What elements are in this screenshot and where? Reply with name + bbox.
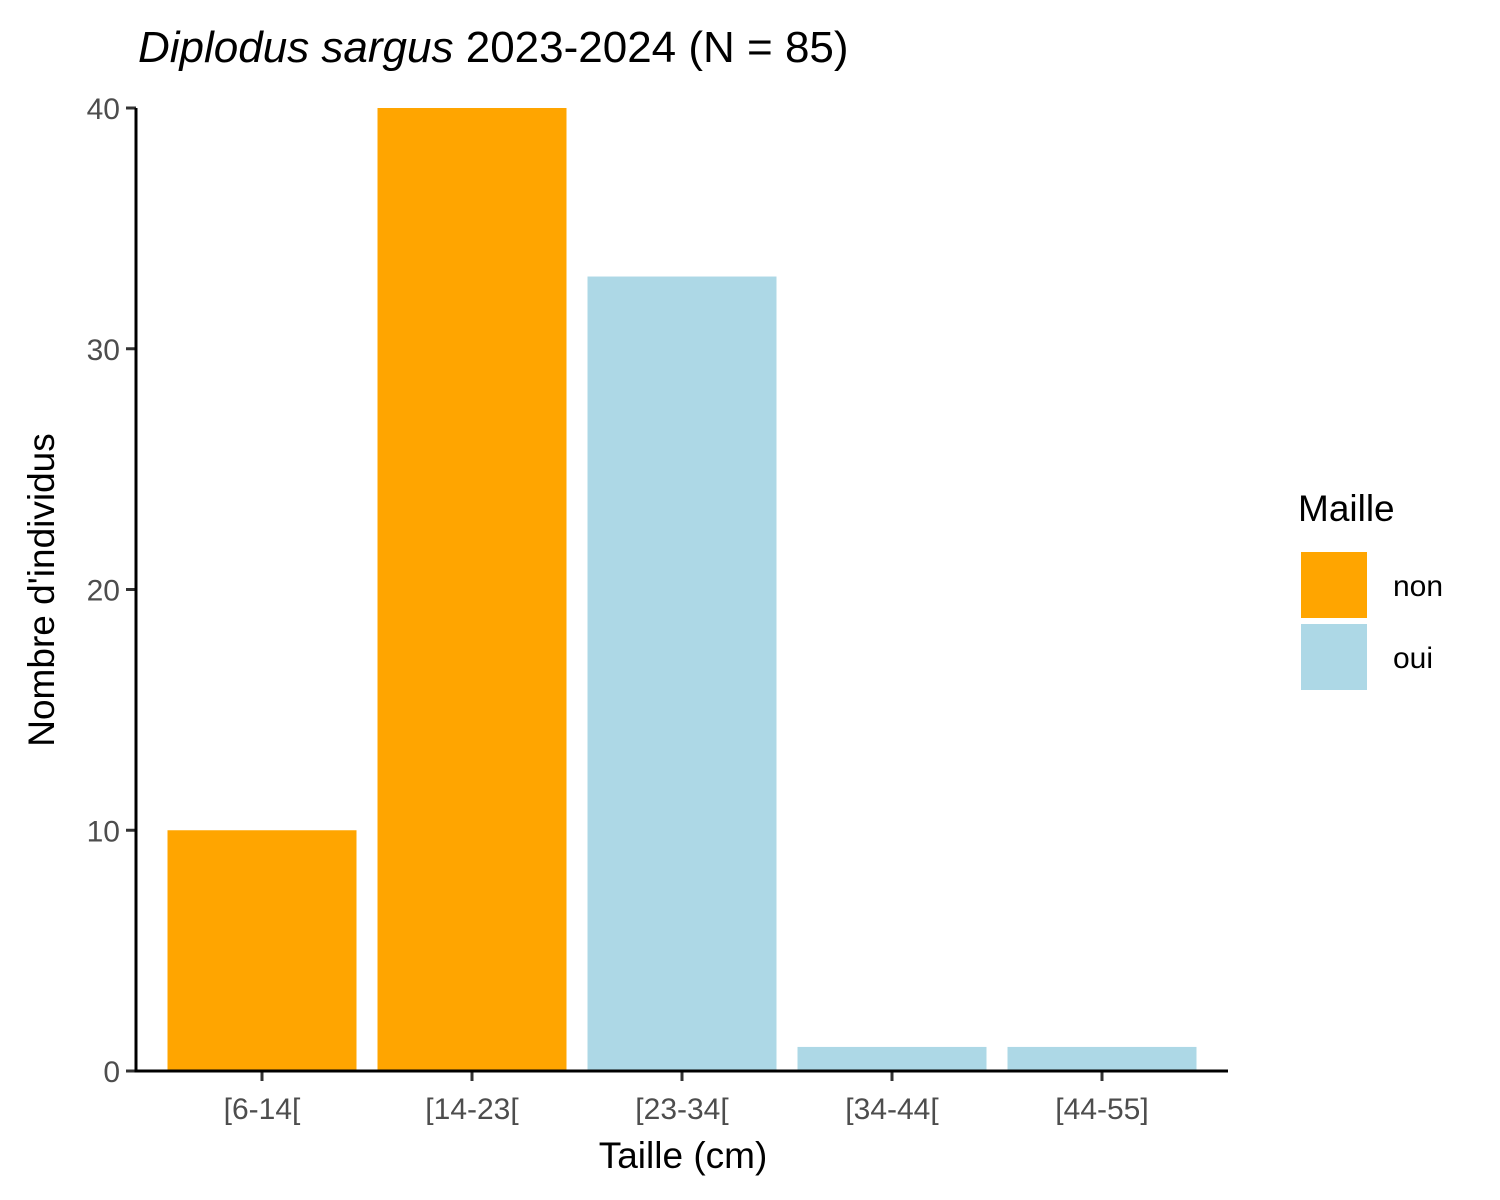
y-tick-label: 0 xyxy=(103,1056,120,1089)
legend: Maille non oui xyxy=(1298,488,1443,690)
legend-swatch-oui xyxy=(1301,624,1367,690)
y-tick-label: 30 xyxy=(87,334,120,367)
x-axis-title: Taille (cm) xyxy=(599,1135,768,1176)
x-tick-label: [6-14[ xyxy=(224,1093,301,1126)
y-tick-label: 40 xyxy=(87,93,120,126)
legend-entries: non oui xyxy=(1301,552,1443,690)
y-tick-label: 20 xyxy=(87,575,120,608)
bars-group xyxy=(167,108,1197,1071)
x-tick-label: [44-55] xyxy=(1055,1093,1148,1126)
bar-5 xyxy=(1007,1046,1197,1071)
chart-title-period: 2023-2024 (N = 85) xyxy=(454,23,849,72)
legend-title: Maille xyxy=(1298,488,1395,529)
x-tick-label: [14-23[ xyxy=(425,1093,519,1126)
legend-swatch-non xyxy=(1301,552,1367,618)
y-tick-label: 10 xyxy=(87,815,120,848)
x-axis-ticks: [6-14[ [14-23[ [23-34[ [34-44[ [44-55] xyxy=(224,1071,1149,1126)
legend-label-oui: oui xyxy=(1393,642,1433,675)
chart-title: Diplodus sargus 2023-2024 (N = 85) xyxy=(138,23,849,72)
bar-3 xyxy=(587,276,777,1071)
bar-2 xyxy=(377,108,567,1071)
bar-4 xyxy=(797,1046,987,1071)
x-tick-label: [34-44[ xyxy=(845,1093,939,1126)
x-tick-label: [23-34[ xyxy=(635,1093,729,1126)
bar-1 xyxy=(167,830,357,1071)
legend-label-non: non xyxy=(1393,570,1443,603)
y-axis-title: Nombre d'individus xyxy=(21,433,62,747)
chart-title-species: Diplodus sargus xyxy=(138,23,454,72)
y-axis-ticks: 0 10 20 30 40 xyxy=(87,93,136,1089)
